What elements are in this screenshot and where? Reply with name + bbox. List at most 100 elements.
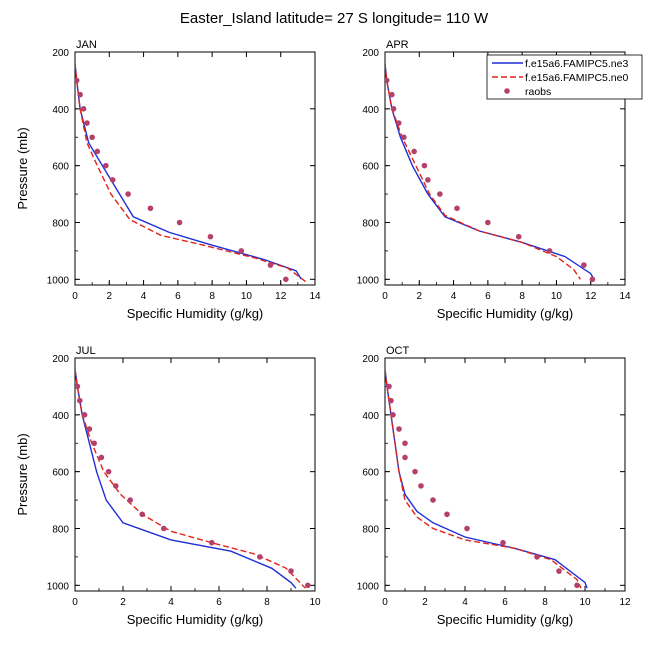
raobs-point xyxy=(209,539,215,546)
raobs-point xyxy=(98,454,105,461)
y-tick-label: 600 xyxy=(52,468,69,479)
legend-label: raobs xyxy=(525,86,551,98)
raobs-point xyxy=(430,497,436,503)
y-tick-label: 600 xyxy=(362,468,379,479)
raobs-point xyxy=(127,497,133,503)
raobs-point xyxy=(388,397,394,404)
series-line-ne3 xyxy=(385,369,588,589)
x-tick-label: 12 xyxy=(619,597,631,608)
raobs-point xyxy=(77,397,83,404)
x-tick-label: 8 xyxy=(209,291,215,302)
y-axis-label: Pressure (mb) xyxy=(15,127,30,209)
raobs-point xyxy=(385,77,390,84)
raobs-point xyxy=(390,106,397,112)
raobs-point xyxy=(91,440,97,447)
x-axis-label: Specific Humidity (g/kg) xyxy=(127,306,264,321)
raobs-point xyxy=(401,134,407,141)
panel-oct: OCT 0 2 4 6 8 10 12 200 400 600 800 1000 Specific Hum… xyxy=(357,345,631,627)
x-axis-label: Specific Humidity (g/kg) xyxy=(127,612,264,627)
raobs-point xyxy=(581,262,587,268)
raobs-point xyxy=(81,412,88,418)
x-tick-label: 10 xyxy=(309,597,321,608)
raobs-point xyxy=(238,248,245,254)
legend-marker xyxy=(504,88,510,94)
raobs-point xyxy=(103,162,109,169)
y-tick-label: 400 xyxy=(52,411,69,422)
y-tick-label: 1000 xyxy=(47,581,70,592)
y-tick-label: 1000 xyxy=(357,275,380,286)
x-tick-label: 6 xyxy=(502,597,508,608)
raobs-point xyxy=(386,383,392,390)
raobs-point xyxy=(147,205,154,212)
raobs-point xyxy=(283,276,289,283)
x-tick-label: 12 xyxy=(585,291,597,302)
y-tick-label: 200 xyxy=(52,354,69,365)
raobs-point xyxy=(411,148,417,155)
raobs-point xyxy=(454,205,460,212)
y-tick-label: 600 xyxy=(52,162,69,173)
raobs-point xyxy=(421,162,428,169)
y-tick-label: 400 xyxy=(362,105,379,116)
raobs-point xyxy=(395,120,402,126)
x-tick-label: 4 xyxy=(168,597,174,608)
raobs-point xyxy=(305,582,311,589)
x-tick-label: 8 xyxy=(542,597,548,608)
x-tick-label: 10 xyxy=(241,291,253,302)
legend-label: f.e15a6.FAMIPC5.ne0 xyxy=(525,72,628,84)
y-tick-label: 1000 xyxy=(357,581,380,592)
raobs-point xyxy=(437,191,443,197)
x-tick-label: 8 xyxy=(264,597,270,608)
panel-label: JUL xyxy=(76,345,96,357)
plot-area xyxy=(385,369,588,589)
x-tick-label: 8 xyxy=(519,291,525,302)
raobs-point xyxy=(207,233,214,240)
y-tick-label: 200 xyxy=(362,354,379,365)
panel-jan: JAN 0 2 4 6 8 10 12 14 200 400 600 800 1000 Specific H… xyxy=(15,39,321,321)
series-line-ne3 xyxy=(75,369,297,589)
panel-jul: JUL 0 2 4 6 8 10 200 400 600 800 1000 Specific Humid… xyxy=(15,345,321,627)
legend-label: f.e15a6.FAMIPC5.ne3 xyxy=(525,58,628,70)
raobs-point xyxy=(396,426,402,432)
raobs-point xyxy=(139,511,145,518)
raobs-point xyxy=(418,483,424,489)
y-tick-label: 800 xyxy=(362,524,379,535)
x-tick-label: 2 xyxy=(120,597,126,608)
plot-frame xyxy=(74,357,316,592)
raobs-point xyxy=(425,177,431,183)
y-tick-label: 400 xyxy=(362,411,379,422)
x-tick-label: 10 xyxy=(551,291,563,302)
raobs-point xyxy=(94,148,101,155)
raobs-point xyxy=(77,91,83,98)
x-tick-label: 14 xyxy=(309,291,321,302)
raobs-point xyxy=(176,219,183,226)
x-tick-label: 10 xyxy=(579,597,591,608)
y-tick-label: 800 xyxy=(52,524,69,535)
raobs-point xyxy=(534,554,540,560)
raobs-point xyxy=(589,276,596,283)
x-tick-label: 12 xyxy=(275,291,287,302)
x-tick-label: 14 xyxy=(619,291,631,302)
raobs-point xyxy=(75,77,80,84)
x-tick-label: 0 xyxy=(382,597,388,608)
x-tick-label: 6 xyxy=(216,597,222,608)
x-tick-label: 0 xyxy=(382,291,388,302)
raobs-point xyxy=(444,511,450,518)
panel-apr: APR 0 2 4 6 8 10 12 14 200 400 600 800 1000 Specific H… xyxy=(357,39,631,321)
raobs-point xyxy=(556,568,562,574)
plot-area xyxy=(385,63,596,283)
legend: f.e15a6.FAMIPC5.ne3 f.e15a6.FAMIPC5.ne0 ra… xyxy=(486,54,643,100)
raobs-point xyxy=(546,248,553,254)
x-tick-label: 2 xyxy=(422,597,428,608)
x-tick-label: 2 xyxy=(107,291,113,302)
raobs-point xyxy=(402,454,408,461)
raobs-point xyxy=(402,440,408,447)
raobs-point xyxy=(89,134,95,141)
raobs-point xyxy=(80,106,87,112)
raobs-point xyxy=(288,568,294,574)
series-line-ne0 xyxy=(75,63,307,283)
y-tick-label: 200 xyxy=(362,48,379,59)
figure-title: Easter_Island latitude= 27 S longitude= … xyxy=(180,10,489,27)
y-tick-label: 1000 xyxy=(47,275,70,286)
series-line-ne0 xyxy=(385,369,582,589)
